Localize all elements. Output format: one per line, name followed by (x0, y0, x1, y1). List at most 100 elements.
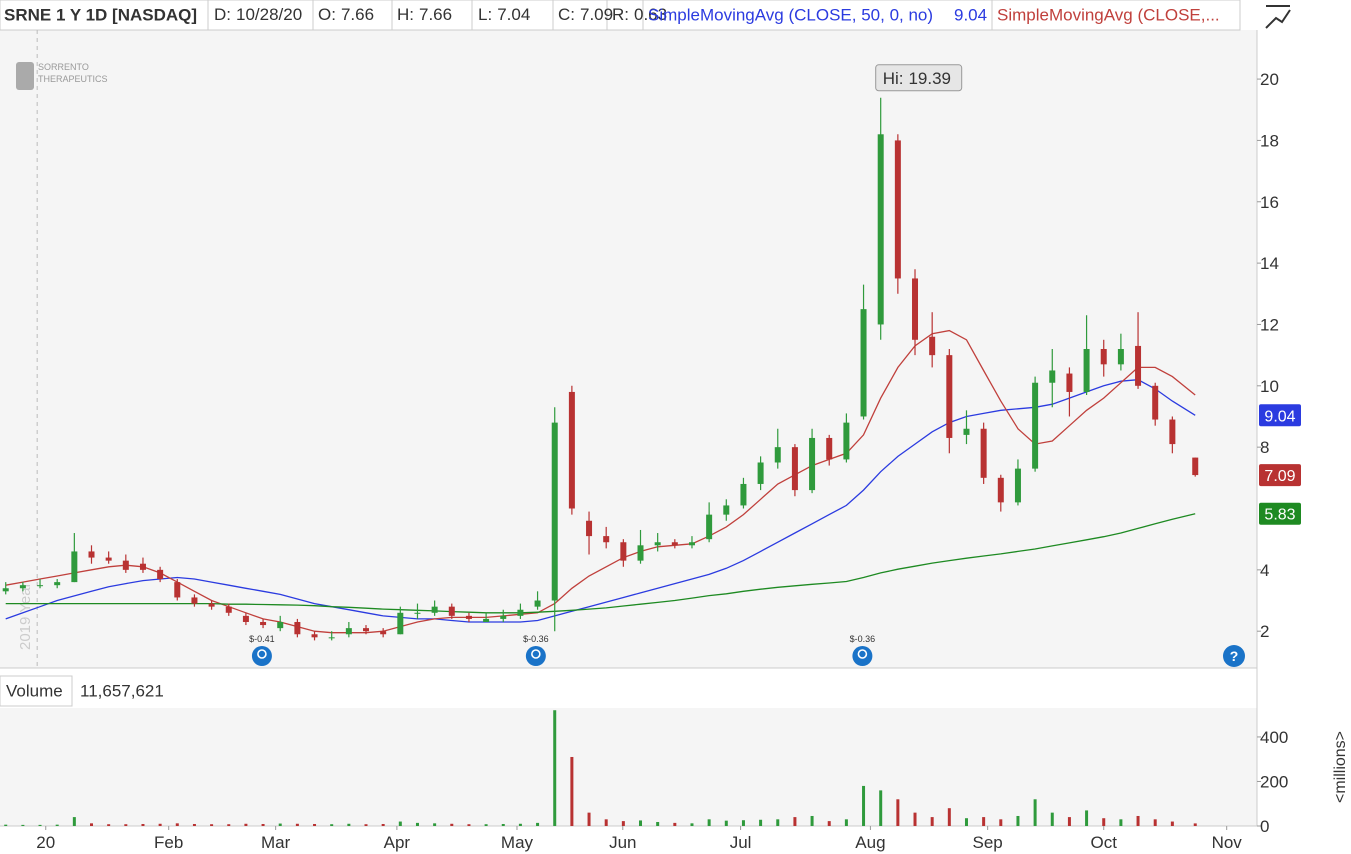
drawing-tool-icon[interactable] (1265, 5, 1291, 29)
volume-bar (21, 824, 25, 826)
earnings-label: $-0.41 (249, 634, 275, 644)
symbol: SRNE 1 Y 1D [NASDAQ] (4, 5, 197, 24)
volume-bar (330, 824, 334, 826)
candle-body (345, 628, 352, 635)
candle-body (260, 621, 267, 626)
candle-body (157, 569, 164, 580)
volume-bar (38, 824, 42, 826)
price-badge (1259, 502, 1301, 525)
candle-body (877, 134, 884, 325)
high-callout-text: Hi: 19.39 (883, 69, 951, 88)
candle-body (517, 609, 524, 616)
x-tick-label: Sep (973, 833, 1003, 852)
candle-body (2, 588, 9, 592)
x-tick-label: 20 (36, 833, 55, 852)
study-name[interactable]: SimpleMovingAvg (CLOSE,... (997, 5, 1220, 24)
candle-body (448, 606, 455, 616)
candle-body (139, 563, 146, 570)
volume-bar (227, 824, 231, 826)
volume-bar (1085, 810, 1089, 826)
x-tick-label: Aug (855, 833, 885, 852)
candle-body (654, 542, 661, 546)
header-bar (0, 0, 1241, 31)
close-readout: C: 7.09 (558, 5, 613, 24)
volume-bar (862, 785, 866, 826)
volume-bar (1067, 817, 1071, 826)
x-tick-label: Nov (1212, 833, 1243, 852)
volume-bar (553, 710, 557, 826)
watermark: THERAPEUTICS (38, 74, 108, 84)
volume-bar (244, 823, 248, 826)
volume-bar (381, 823, 385, 826)
volume-bar (982, 817, 986, 826)
volume-bar (690, 823, 694, 826)
volume-bar (621, 821, 625, 826)
volume-bar (707, 819, 711, 826)
watermark: SORRENTO (38, 62, 89, 72)
earnings-icon[interactable] (251, 646, 272, 666)
volume-bar (347, 823, 351, 826)
candle-body (54, 582, 61, 586)
value: 7.09 (580, 5, 613, 24)
candle-body (963, 428, 970, 435)
y-tick-label: 18 (1260, 131, 1279, 150)
volume-axis-label: <millions> (1332, 731, 1349, 803)
x-tick-label: Mar (261, 833, 291, 852)
volume-bar (484, 824, 488, 826)
moving-average-line (5, 379, 1196, 623)
candle-body (1032, 382, 1039, 469)
volume-bar (124, 824, 128, 826)
volume-bar (398, 821, 402, 826)
volume-bar (1102, 818, 1106, 826)
candle-body (1152, 385, 1159, 420)
study-name[interactable]: SimpleMovingAvg (CLOSE, 50, 0, no) (648, 5, 933, 24)
candle-body (860, 309, 867, 417)
volume-bar (55, 824, 59, 826)
candle-body (774, 447, 781, 463)
price-badge (1259, 464, 1301, 487)
earnings-icon[interactable] (525, 646, 546, 666)
candle-body (1192, 457, 1199, 476)
volume-bar (1119, 819, 1123, 826)
volume-bar (364, 824, 368, 826)
candle-body (637, 545, 644, 561)
candle-body (809, 437, 816, 491)
volume-bar (759, 819, 763, 826)
candle-body (791, 447, 798, 491)
earnings-label: $-0.36 (850, 634, 876, 644)
candle-body (946, 355, 953, 438)
candle-body (997, 477, 1004, 503)
candle-body (311, 634, 318, 638)
y-tick-label: 4 (1260, 561, 1269, 580)
candle-body (843, 422, 850, 460)
volume-bar (776, 819, 780, 826)
volume-bar (724, 820, 728, 826)
price-badge-text: 5.83 (1264, 507, 1295, 524)
volume-bar (639, 820, 643, 826)
volume-bar (673, 822, 677, 826)
volume-bar (1153, 819, 1157, 826)
volume-readout: 11,657,621 (80, 681, 164, 700)
help-icon[interactable]: ? (1223, 645, 1245, 667)
watermark-logo (16, 62, 34, 90)
volume-bar (72, 817, 76, 826)
volume-bar (896, 799, 900, 826)
candle-body (88, 551, 95, 558)
candle-body (1014, 468, 1021, 503)
volume-bar (175, 823, 179, 826)
volume-bar (261, 823, 265, 826)
candle-body (1083, 349, 1090, 392)
label: C: (558, 5, 575, 24)
y-tick-label: 14 (1260, 254, 1279, 273)
candle-body (122, 560, 129, 570)
price-badge-text: 9.04 (1264, 408, 1295, 425)
high-readout: H: 7.66 (397, 5, 452, 24)
candle-body (706, 514, 713, 540)
value: 7.66 (419, 5, 452, 24)
study-value: 9.04 (954, 5, 987, 24)
candle-body (19, 585, 26, 589)
earnings-icon[interactable] (852, 646, 873, 666)
label: R: (612, 5, 629, 24)
earnings-icon-bulb (857, 649, 868, 659)
candle-body (397, 612, 404, 635)
